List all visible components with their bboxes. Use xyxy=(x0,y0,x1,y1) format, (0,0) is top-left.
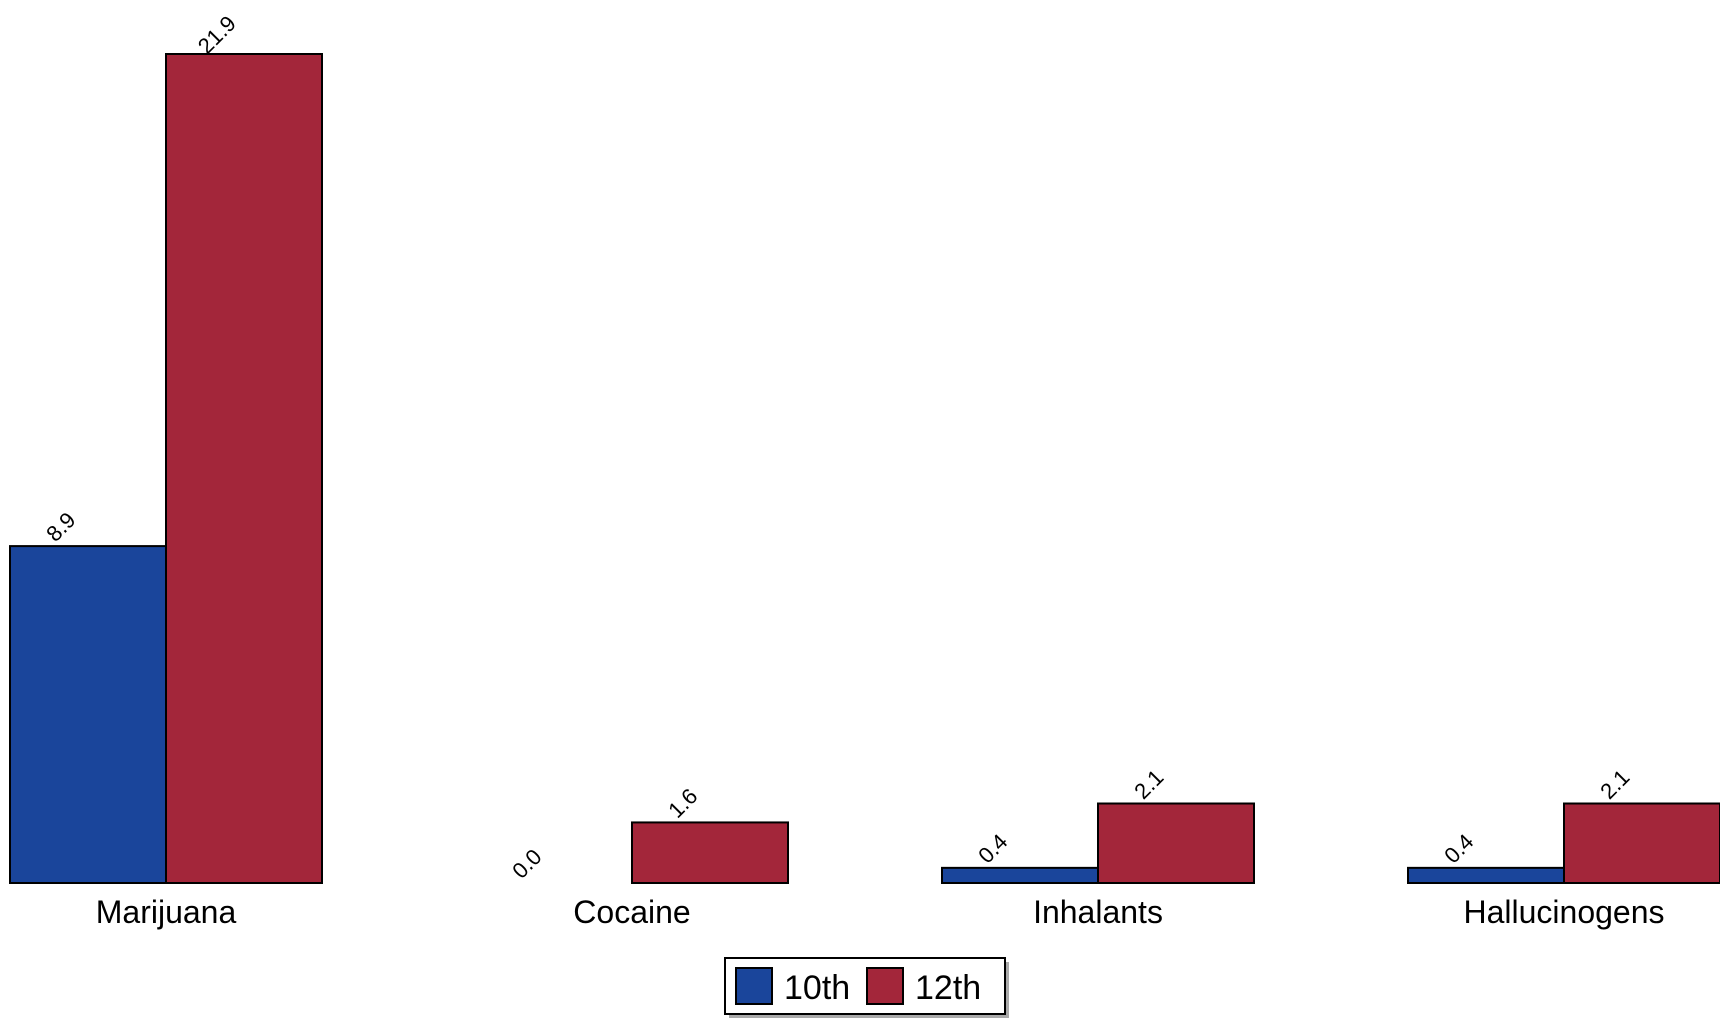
category-label-inhalants: Inhalants xyxy=(1033,894,1163,930)
bar-marijuana-12th xyxy=(165,53,323,884)
value-label-hallucinogens-10th: 0.4 xyxy=(1439,829,1478,868)
legend: 10th 12th xyxy=(724,957,1009,1018)
category-label-hallucinogens: Hallucinogens xyxy=(1463,894,1664,930)
category-label-cocaine: Cocaine xyxy=(573,894,690,930)
value-label-hallucinogens-12th: 2.1 xyxy=(1595,765,1634,804)
legend-swatch-10th xyxy=(735,967,773,1005)
bar-hallucinogens-10th xyxy=(1407,866,1565,885)
value-label-inhalants-10th: 0.4 xyxy=(973,829,1012,868)
bar-inhalants-10th xyxy=(941,866,1099,885)
bar-cocaine-12th xyxy=(631,821,789,884)
bar-inhalants-12th xyxy=(1097,802,1255,884)
value-label-marijuana-10th: 8.9 xyxy=(41,507,80,546)
category-label-marijuana: Marijuana xyxy=(96,894,237,930)
value-label-cocaine-10th: 0.0 xyxy=(507,844,546,883)
value-label-cocaine-12th: 1.6 xyxy=(663,783,702,822)
value-label-inhalants-12th: 2.1 xyxy=(1129,765,1168,804)
category-labels-layer: Marijuana Cocaine Inhalants Hallucinogens xyxy=(96,894,1665,930)
value-label-marijuana-12th: 21.9 xyxy=(193,11,241,59)
bar-hallucinogens-12th xyxy=(1563,802,1720,884)
legend-label-10th: 10th xyxy=(784,969,850,1007)
legend-label-12th: 12th xyxy=(915,969,981,1007)
bar-marijuana-10th xyxy=(9,545,167,884)
bars-layer xyxy=(9,53,1720,885)
legend-swatch-12th xyxy=(866,967,904,1005)
